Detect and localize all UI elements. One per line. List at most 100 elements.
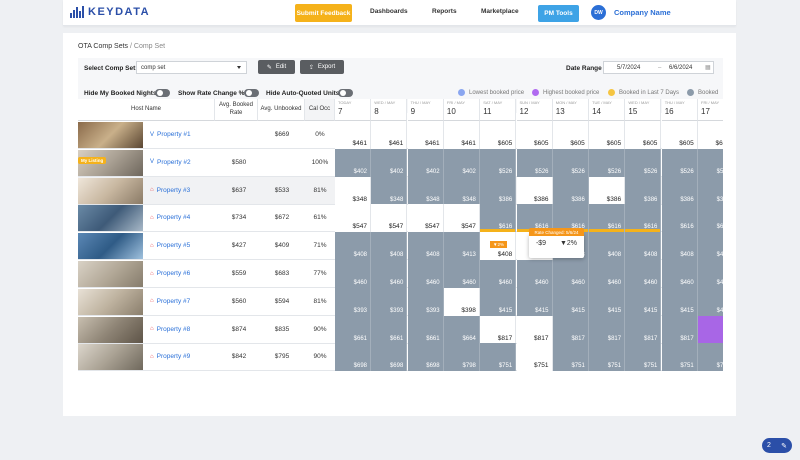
property-thumbnail[interactable] xyxy=(78,261,143,287)
property-name-link[interactable]: ⌂ Property #7 xyxy=(150,298,190,305)
price-cell[interactable] xyxy=(698,315,723,344)
show-rate-change-toggle[interactable] xyxy=(244,89,259,97)
price-cell[interactable]: $408 xyxy=(589,232,626,261)
date-start[interactable]: 5/7/2024 xyxy=(617,64,641,71)
price-cell[interactable]: $460 xyxy=(443,260,480,288)
price-cell[interactable]: $408 xyxy=(698,232,723,261)
price-cell[interactable]: $415 xyxy=(516,287,553,316)
nav-pm-tools-button[interactable]: PM Tools xyxy=(538,5,579,22)
price-cell[interactable]: $386 xyxy=(480,176,517,205)
price-cell[interactable]: $408 xyxy=(407,232,444,261)
price-cell[interactable]: $547 xyxy=(407,204,444,233)
price-cell[interactable]: $751 xyxy=(661,343,698,372)
table-row[interactable]: My Listing V Property #2 $580 100% $402 $402 $4… xyxy=(78,148,723,177)
price-cell[interactable]: $408 xyxy=(625,232,662,261)
price-cell[interactable]: $605 xyxy=(698,121,723,149)
hide-auto-quoted-toggle[interactable] xyxy=(338,89,353,97)
comp-set-select[interactable]: comp set xyxy=(136,61,247,74)
price-cell[interactable]: $348 xyxy=(443,176,480,205)
table-row[interactable]: ⌂ Property #8 $874 $835 90% $661 $661 $661 $664 $… xyxy=(78,315,723,344)
price-cell[interactable]: $461 xyxy=(335,121,371,149)
price-cell[interactable]: $415 xyxy=(625,287,662,316)
edit-button[interactable]: ✎ Edit xyxy=(258,60,295,74)
table-row[interactable]: ⌂ Property #7 $560 $594 81% $393 $393 $393 $398 $… xyxy=(78,287,723,316)
price-cell[interactable]: $526 xyxy=(661,148,698,177)
breadcrumb-root[interactable]: OTA Comp Sets xyxy=(78,43,129,50)
price-cell[interactable]: $817 xyxy=(661,315,698,344)
property-name-link[interactable]: ⌂ Property #6 xyxy=(150,270,190,277)
price-cell[interactable]: $698 xyxy=(371,343,408,372)
price-cell[interactable]: $798 xyxy=(443,343,480,372)
property-name[interactable]: Property #8 xyxy=(156,325,191,333)
price-cell[interactable]: $402 xyxy=(443,148,480,177)
price-cell[interactable]: $661 xyxy=(407,315,444,344)
user-avatar[interactable]: DW xyxy=(591,5,606,20)
price-cell[interactable]: $616 xyxy=(480,204,517,233)
price-cell[interactable]: $460 xyxy=(516,260,553,288)
price-cell[interactable]: $605 xyxy=(480,121,517,149)
price-cell[interactable]: $698 xyxy=(407,343,444,372)
price-cell[interactable]: $460 xyxy=(480,260,517,288)
nav-link-marketplace[interactable]: Marketplace xyxy=(481,8,519,15)
table-row[interactable]: ⌂ Property #5 $427 $409 71% $408 $408 $408 $413 $… xyxy=(78,232,723,261)
price-cell[interactable]: $393 xyxy=(371,287,408,316)
price-cell[interactable]: $460 xyxy=(698,260,723,288)
price-cell[interactable]: $415 xyxy=(552,287,589,316)
col-header-cal-occ[interactable]: Cal Occ xyxy=(305,99,335,121)
price-cell[interactable]: $751 xyxy=(516,343,553,372)
property-name[interactable]: Property #4 xyxy=(156,214,191,222)
price-cell[interactable]: $461 xyxy=(407,121,444,149)
price-cell[interactable]: $398 xyxy=(443,287,480,316)
price-cell[interactable]: $348 xyxy=(335,176,371,205)
price-cell[interactable]: $751 xyxy=(625,343,662,372)
submit-feedback-button[interactable]: Submit Feedback xyxy=(295,4,352,22)
nav-link-dashboards[interactable]: Dashboards xyxy=(370,8,408,15)
price-cell[interactable]: $547 xyxy=(335,204,371,233)
price-cell[interactable]: $402 xyxy=(371,148,408,177)
property-name[interactable]: Property #7 xyxy=(156,297,191,305)
price-cell[interactable]: $402 xyxy=(335,148,371,177)
price-cell[interactable]: $616 xyxy=(589,204,626,233)
property-thumbnail[interactable] xyxy=(78,344,143,371)
price-cell[interactable]: $751 xyxy=(480,343,517,372)
price-cell[interactable]: $547 xyxy=(443,204,480,233)
price-cell[interactable]: $526 xyxy=(552,148,589,177)
property-name-link[interactable]: ⌂ Property #3 xyxy=(150,187,190,194)
price-cell[interactable]: $817 xyxy=(552,315,589,344)
price-cell[interactable]: $408 xyxy=(661,232,698,261)
price-cell[interactable]: $616 xyxy=(698,204,723,233)
table-row[interactable]: V Property #1 $669 0% $461 $461 $461 $461 $605 $6… xyxy=(78,121,723,149)
price-cell[interactable]: $402 xyxy=(407,148,444,177)
date-range-picker[interactable]: 5/7/2024 – 6/6/2024 ▦ xyxy=(603,61,714,74)
property-name-link[interactable]: ⌂ Property #9 xyxy=(150,353,190,360)
property-thumbnail[interactable] xyxy=(78,288,143,315)
price-cell[interactable]: $460 xyxy=(589,260,626,288)
price-cell[interactable]: $698 xyxy=(335,343,371,372)
price-cell[interactable]: $386 xyxy=(661,176,698,205)
price-cell[interactable]: $526 xyxy=(480,148,517,177)
price-cell[interactable]: $415 xyxy=(698,287,723,316)
price-cell[interactable]: $526 xyxy=(589,148,626,177)
date-end[interactable]: 6/6/2024 xyxy=(669,64,693,71)
calendar-icon[interactable]: ▦ xyxy=(705,65,711,71)
price-cell[interactable]: $460 xyxy=(407,260,444,288)
price-cell[interactable]: $461 xyxy=(371,121,408,149)
price-cell[interactable]: $393 xyxy=(335,287,371,316)
help-widget[interactable]: 2 ✎ xyxy=(762,438,792,453)
price-cell[interactable]: $526 xyxy=(698,148,723,177)
price-cell[interactable]: $348 xyxy=(371,176,408,205)
price-cell[interactable]: $393 xyxy=(407,287,444,316)
price-cell[interactable]: $664 xyxy=(443,315,480,344)
brand-logo[interactable]: KEYDATA xyxy=(70,6,150,18)
price-cell[interactable]: $526 xyxy=(516,148,553,177)
property-thumbnail[interactable] xyxy=(78,122,143,148)
property-name-link[interactable]: V Property #1 xyxy=(150,131,191,138)
price-cell[interactable]: $751 xyxy=(698,343,723,372)
hide-my-booked-nights-toggle[interactable] xyxy=(155,89,170,97)
table-row[interactable]: ⌂ Property #3 $637 $533 81% $348 $348 $348 $348 $… xyxy=(78,176,723,205)
price-cell[interactable]: $605 xyxy=(589,121,626,149)
property-name[interactable]: Property #3 xyxy=(156,186,191,194)
property-thumbnail[interactable] xyxy=(78,233,143,260)
price-cell[interactable]: $605 xyxy=(516,121,553,149)
table-row[interactable]: ⌂ Property #9 $842 $795 90% $698 $698 $698 $798 $… xyxy=(78,343,723,372)
